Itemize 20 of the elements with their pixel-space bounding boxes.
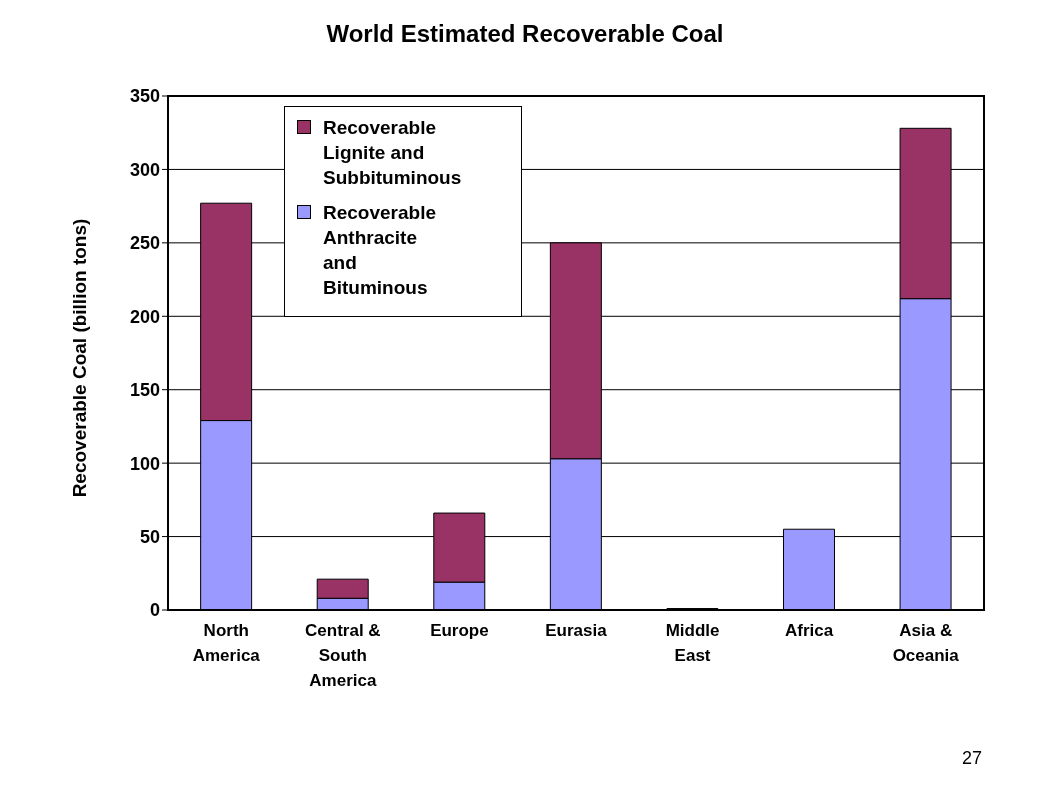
legend-label: Recoverable Lignite and Subbituminous	[323, 116, 462, 190]
x-tick-label: Middle East	[665, 621, 720, 665]
x-tick-label: Asia & Oceania	[892, 621, 960, 665]
y-axis-title: Recoverable Coal (billion tons)	[69, 218, 91, 498]
x-tick-label: Europe	[430, 621, 489, 640]
legend-label: Recoverable Anthracite and Bituminous	[323, 201, 437, 300]
y-tick-label: 200	[129, 306, 160, 327]
chart-title: World Estimated Recoverable Coal	[325, 20, 725, 48]
y-tick-label: 100	[129, 453, 160, 474]
y-tick-label: 0	[149, 600, 160, 621]
x-tick-label: North America	[192, 621, 261, 665]
x-tick-label: Africa	[785, 621, 834, 640]
y-tick-label: 50	[139, 526, 160, 547]
y-tick-label: 300	[129, 159, 160, 180]
x-tick-label: Central & South America	[305, 621, 381, 690]
y-tick-label: 150	[129, 380, 160, 401]
x-tick-label: Eurasia	[545, 621, 608, 640]
y-tick-label: 350	[129, 86, 160, 107]
text: 27	[961, 748, 982, 769]
y-tick-label: 250	[129, 233, 160, 254]
